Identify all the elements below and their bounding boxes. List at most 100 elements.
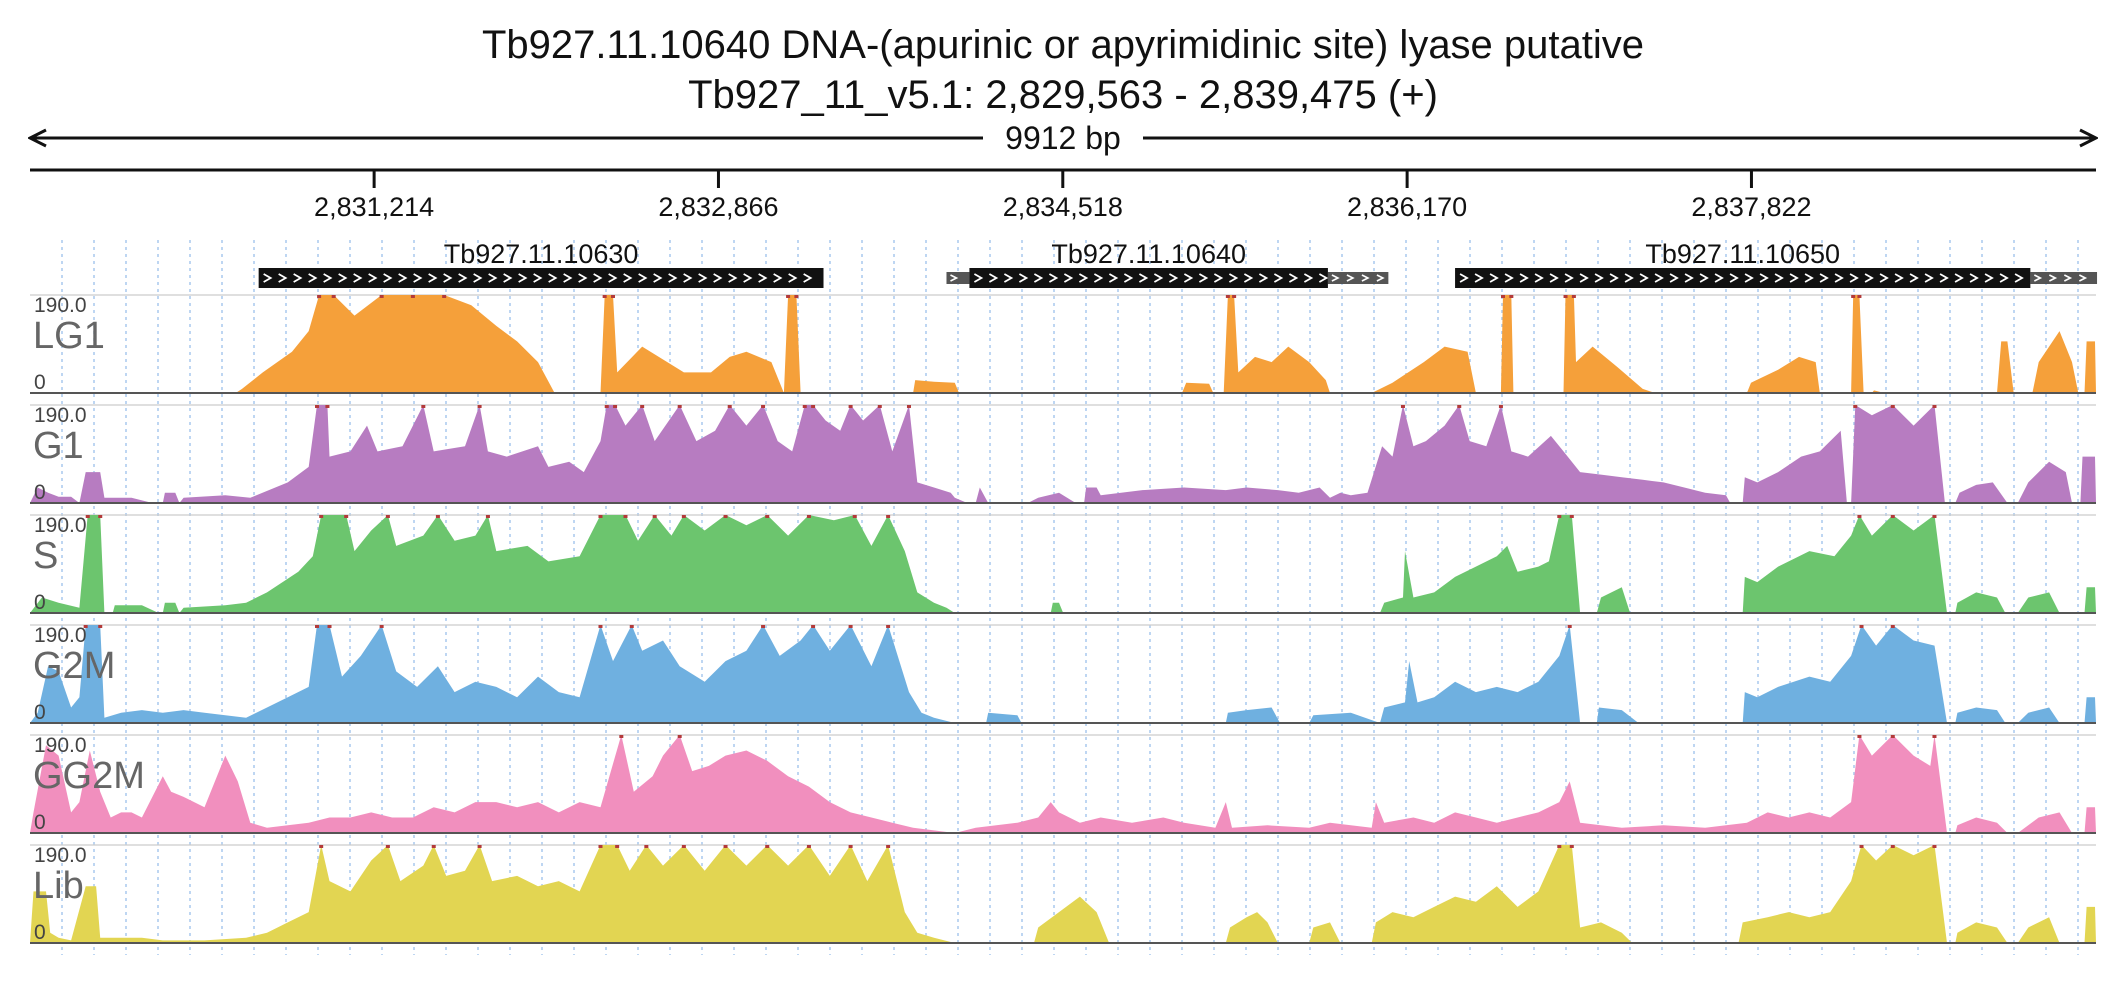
strand-arrow (1564, 273, 1574, 283)
strand-arrow (473, 273, 483, 283)
strand-arrow (1361, 274, 1370, 282)
strand-arrow (1534, 273, 1544, 283)
scale-min-label: 0 (34, 921, 46, 944)
clipped-marker (344, 515, 349, 518)
clipped-marker (379, 625, 384, 628)
clipped-marker (1890, 405, 1895, 408)
clipped-marker (317, 295, 322, 298)
clipped-marker (319, 515, 324, 518)
strand-arrow (653, 273, 663, 283)
strand-arrow (623, 273, 633, 283)
clipped-marker (604, 405, 609, 408)
clipped-marker (761, 405, 766, 408)
scale-max-label: 190.0 (34, 624, 87, 647)
strand-arrow (1474, 273, 1484, 283)
strand-arrow (2014, 273, 2024, 283)
strand-arrow (533, 273, 543, 283)
strand-arrow (1549, 273, 1559, 283)
track-label: GG2M (33, 755, 145, 797)
coverage-track: 190.0 0 G2M (30, 624, 2096, 724)
clipped-marker (1569, 845, 1574, 848)
strand-arrow (988, 273, 999, 283)
strand-arrow (1864, 273, 1874, 283)
strand-arrow (263, 273, 273, 283)
clipped-marker (1232, 295, 1237, 298)
clipped-marker (315, 625, 320, 628)
clipped-marker (1859, 845, 1864, 848)
clipped-marker (681, 515, 686, 518)
clipped-marker (598, 625, 603, 628)
clipped-marker (886, 515, 891, 518)
clipped-marker (619, 735, 624, 738)
strand-arrow (368, 273, 378, 283)
strand-arrow (1759, 273, 1769, 283)
strand-arrow (1168, 273, 1179, 283)
strand-arrow (1639, 273, 1649, 283)
clipped-marker (723, 515, 728, 518)
strand-arrow (1729, 273, 1739, 283)
figure-header: Tb927.11.10640 DNA-(apurinic or apyrimid… (482, 23, 1644, 117)
clipped-marker (1932, 515, 1937, 518)
genomic-location: Tb927_11_v5.1: 2,829,563 - 2,839,475 (+) (688, 73, 1438, 117)
clipped-marker (727, 405, 732, 408)
strand-arrow (728, 273, 738, 283)
strand-arrow (1003, 273, 1014, 283)
clipped-marker (1400, 405, 1405, 408)
strand-arrow (1213, 273, 1224, 283)
clipped-marker (477, 405, 482, 408)
clipped-marker (319, 845, 324, 848)
strand-arrow (1138, 273, 1149, 283)
clipped-marker (886, 625, 891, 628)
clipped-marker (98, 515, 103, 518)
coverage-area (30, 845, 2096, 943)
clipped-marker (640, 405, 645, 408)
strand-arrow (323, 273, 333, 283)
clipped-marker (806, 515, 811, 518)
clipped-marker (886, 845, 891, 848)
clipped-marker (85, 515, 90, 518)
strand-arrow (1924, 273, 1934, 283)
strand-arrow (578, 273, 588, 283)
clipped-marker (1571, 295, 1576, 298)
strand-arrow (1954, 273, 1964, 283)
gene-model: Tb927.11.10640 (946, 239, 1389, 288)
figure-title: Tb927.11.10640 DNA-(apurinic or apyrimid… (482, 23, 1644, 67)
strand-arrow (1108, 273, 1119, 283)
gene-label: Tb927.11.10650 (1645, 239, 1840, 269)
clipped-marker (1567, 625, 1572, 628)
strand-arrow (458, 273, 468, 283)
strand-arrow (1018, 273, 1029, 283)
coverage-area (30, 295, 2096, 393)
strand-arrow (2033, 274, 2043, 282)
strand-arrow (668, 273, 678, 283)
scale-min-label: 0 (34, 481, 46, 504)
gene-models: Tb927.11.10630 Tb927.11.10640 Tb927.11.106… (258, 239, 2098, 288)
strand-arrow (278, 273, 288, 283)
clipped-marker (615, 845, 620, 848)
track-label: S (33, 535, 58, 577)
clipped-marker (1890, 845, 1895, 848)
strand-arrow (1984, 273, 1994, 283)
clipped-marker (83, 625, 88, 628)
coverage-track: 190.0 0 S (30, 514, 2096, 614)
coordinate-tick-label: 2,837,822 (1691, 192, 1811, 222)
strand-arrow (518, 273, 528, 283)
strand-arrow (548, 273, 558, 283)
strand-arrow (443, 273, 453, 283)
strand-arrow (338, 273, 348, 283)
strand-arrow (1624, 273, 1634, 283)
strand-arrow (1774, 273, 1784, 283)
clipped-marker (848, 845, 853, 848)
clipped-marker (442, 295, 447, 298)
strand-arrow (428, 273, 438, 283)
strand-arrow (1183, 273, 1194, 283)
strand-arrow (1346, 274, 1355, 282)
strand-arrow (1819, 273, 1829, 283)
strand-arrow (1273, 273, 1284, 283)
scale-min-label: 0 (34, 811, 46, 834)
coordinate-tick-label: 2,831,214 (314, 192, 434, 222)
strand-arrow (1699, 273, 1709, 283)
strand-arrow (683, 273, 693, 283)
strand-arrow (1033, 273, 1044, 283)
clipped-marker (1890, 735, 1895, 738)
